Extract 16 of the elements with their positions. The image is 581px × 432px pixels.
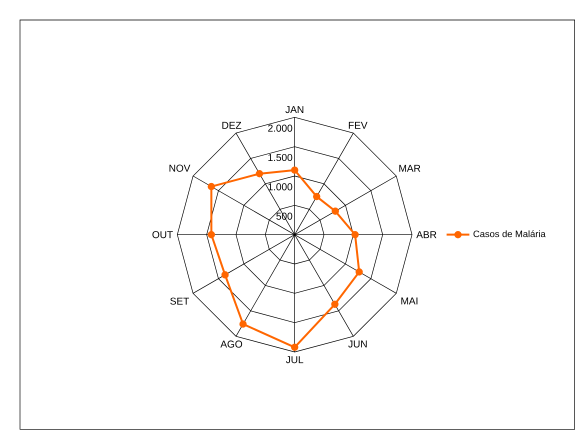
spoke-label: JUN bbox=[348, 340, 367, 348]
spoke-label: FEV bbox=[348, 122, 368, 129]
spoke-label: NOV bbox=[170, 164, 190, 172]
spoke-label: MAR bbox=[399, 164, 420, 172]
spoke-label: OUT bbox=[152, 231, 173, 238]
legend-label: Casos de Malária bbox=[474, 230, 546, 238]
spoke-label: AGO bbox=[220, 340, 242, 348]
y-tick-label: 1.000 bbox=[268, 183, 292, 190]
y-tick-label: 2.000 bbox=[268, 124, 292, 132]
spoke-label: JUL bbox=[286, 356, 304, 364]
y-tick-label: 1.500 bbox=[268, 154, 292, 162]
spoke-label: ABR bbox=[416, 231, 436, 238]
spoke-label: MAI bbox=[401, 297, 418, 304]
spoke-label: DEZ bbox=[222, 122, 242, 129]
spoke-label: SET bbox=[170, 298, 190, 305]
spoke-label: JAN bbox=[285, 106, 304, 114]
